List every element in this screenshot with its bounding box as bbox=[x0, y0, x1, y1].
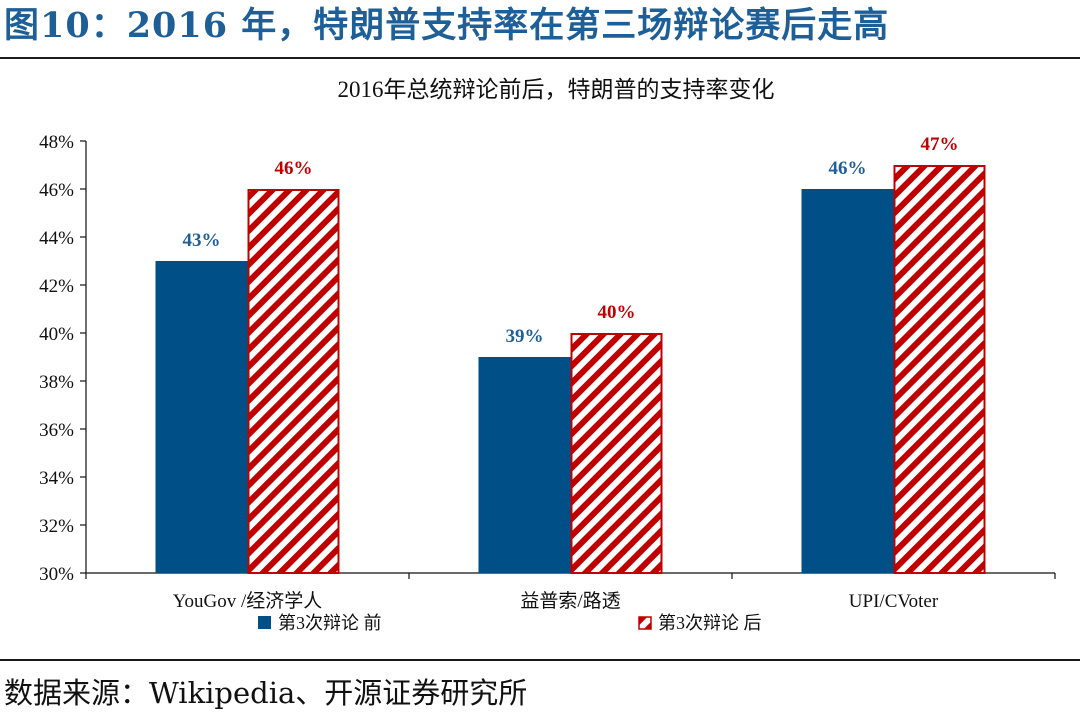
legend: 第3次辩论 前 第3次辩论 后 bbox=[258, 613, 762, 633]
y-tick-label: 44% bbox=[39, 228, 74, 249]
y-tick-label: 38% bbox=[39, 372, 74, 393]
y-tick-label: 32% bbox=[39, 516, 74, 537]
legend-label: 第3次辩论 后 bbox=[658, 613, 762, 633]
bar-after bbox=[893, 165, 986, 574]
bottom-rule bbox=[0, 659, 1080, 661]
y-tick-label: 40% bbox=[39, 324, 74, 345]
data-label: 39% bbox=[506, 326, 544, 347]
figure-title: 图10：2016 年，特朗普支持率在第三场辩论赛后走高 bbox=[4, 5, 890, 46]
legend-label: 第3次辩论 前 bbox=[278, 613, 382, 633]
bar-before bbox=[801, 189, 894, 573]
data-label: 40% bbox=[598, 302, 636, 323]
axes: 30% 32% 34% 36% 38% 40% 42% 44% 46% 48% YouGov /经济… bbox=[39, 132, 1056, 612]
y-tick-label: 30% bbox=[39, 564, 74, 585]
bar-after bbox=[247, 189, 340, 574]
legend-swatch-before bbox=[258, 616, 271, 629]
data-label: 47% bbox=[921, 134, 959, 155]
bar-before bbox=[155, 261, 248, 573]
data-label: 43% bbox=[183, 230, 221, 251]
data-label: 46% bbox=[275, 158, 313, 179]
y-tick-label: 34% bbox=[39, 468, 74, 489]
y-tick-label: 48% bbox=[39, 132, 74, 153]
y-tick-label: 42% bbox=[39, 276, 74, 297]
bar-chart: 2016年总统辩论前后，特朗普的支持率变化 30% 32% 34% 36% 38% 40%… bbox=[39, 77, 1056, 633]
y-tick-label: 46% bbox=[39, 180, 74, 201]
x-tick-label: 益普索/路透 bbox=[520, 590, 620, 612]
chart-title: 2016年总统辩论前后，特朗普的支持率变化 bbox=[338, 77, 775, 102]
x-tick-label: UPI/CVoter bbox=[849, 591, 939, 612]
bar-before bbox=[478, 357, 571, 573]
bar-after bbox=[570, 333, 663, 574]
data-label: 46% bbox=[829, 158, 867, 179]
top-rule bbox=[0, 57, 1080, 59]
bars: 43% 46% 39% 40% 46% 47% bbox=[155, 134, 986, 574]
x-tick-label: YouGov /经济学人 bbox=[173, 590, 323, 612]
y-tick-label: 36% bbox=[39, 420, 74, 441]
source-note: 数据来源：Wikipedia、开源证券研究所 bbox=[4, 676, 528, 710]
legend-swatch-after bbox=[638, 616, 652, 630]
